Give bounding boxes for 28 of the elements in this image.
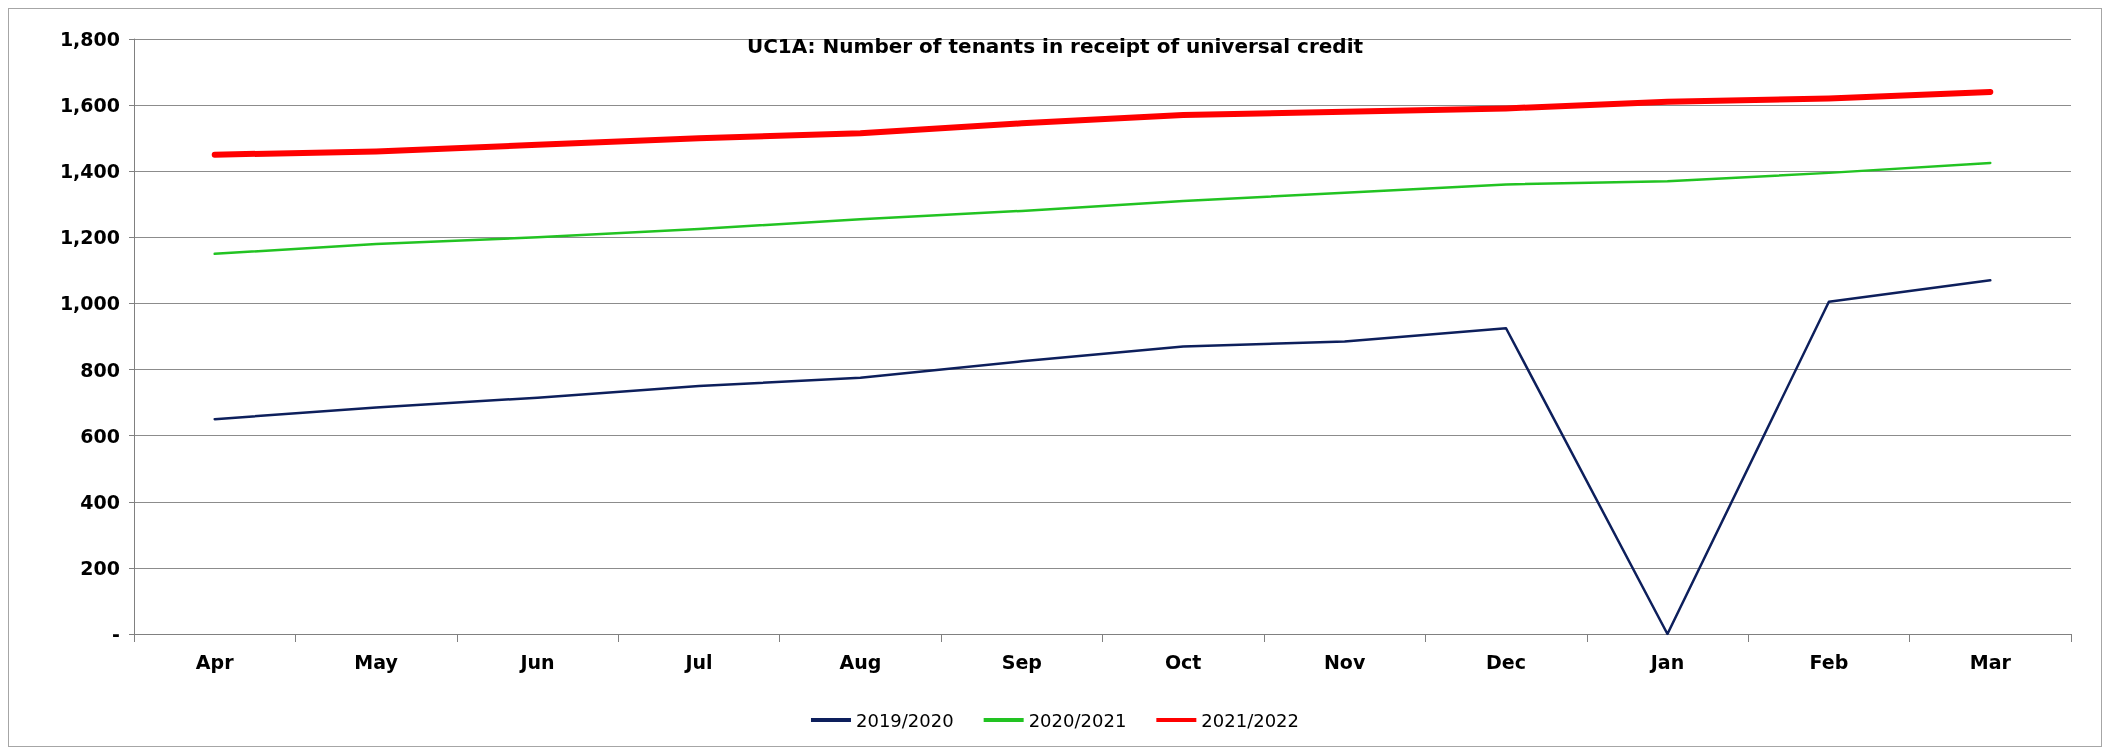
y-tick-label: 600 — [80, 424, 120, 447]
x-tick-label: Sep — [1001, 650, 1042, 673]
y-tick-label: 1,000 — [59, 292, 120, 315]
line-series — [213, 161, 1992, 256]
x-tick-label: May — [354, 650, 399, 673]
x-tick-label: Aug — [839, 650, 882, 673]
x-tick-label: Mar — [1969, 650, 2012, 673]
legend-label: 2021/2022 — [1201, 709, 1300, 731]
x-tick-label: Jun — [518, 650, 555, 673]
y-tick-label: 800 — [80, 358, 120, 381]
y-tick-label: 1,800 — [59, 28, 120, 50]
x-tick-label: Apr — [195, 650, 235, 673]
chart-title: UC1A: Number of tenants in receipt of universal credit — [746, 34, 1364, 58]
legend-label: 2020/2021 — [1028, 709, 1127, 731]
line-series — [213, 279, 1992, 636]
x-tick-label: Dec — [1486, 650, 1526, 673]
y-tick-label: - — [112, 623, 120, 645]
x-tick-label: Jul — [683, 650, 713, 673]
y-tick-label: 1,400 — [59, 160, 120, 183]
y-tick-label: 1,600 — [59, 94, 120, 117]
legend-label: 2019/2020 — [855, 709, 954, 731]
x-tick-label: Feb — [1809, 650, 1849, 673]
y-tick-label: 200 — [80, 556, 120, 579]
x-tick-label: Oct — [1164, 650, 1202, 673]
x-tick-label: Nov — [1323, 650, 1366, 673]
y-tick-label: 1,200 — [59, 226, 120, 249]
x-tick-label: Jan — [1648, 650, 1685, 673]
y-tick-label: 400 — [80, 490, 120, 513]
